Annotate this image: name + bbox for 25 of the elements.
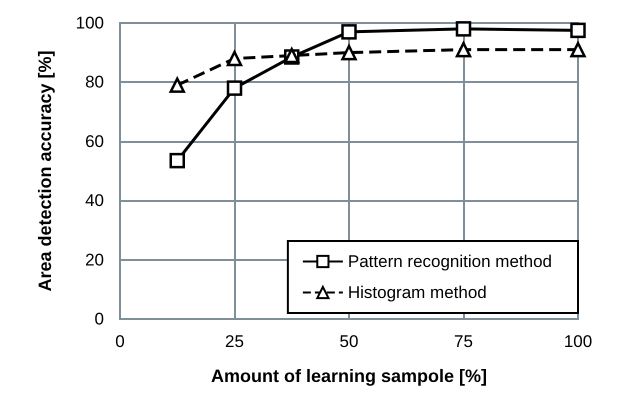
y-tick-label: 80: [85, 72, 104, 92]
x-axis-title: Amount of learning sampole [%]: [210, 366, 488, 386]
point: [341, 24, 357, 40]
point: [226, 50, 242, 66]
point: [226, 80, 242, 96]
point: [456, 42, 472, 58]
y-tick-label: 60: [85, 132, 104, 151]
legend-label: Pattern recognition method: [348, 252, 552, 271]
y-tick-label: 0: [94, 310, 104, 328]
x-tick-label: 75: [454, 332, 473, 351]
point: [570, 22, 586, 38]
point: [456, 21, 472, 37]
point: [170, 77, 185, 93]
point: [570, 42, 586, 58]
y-axis-title: Area detection accuracy [%]: [35, 50, 55, 292]
x-tick-label: 100: [564, 332, 592, 351]
legend-label: Histogram method: [348, 283, 487, 302]
point: [341, 44, 357, 60]
y-tick-label: 20: [85, 250, 104, 270]
x-tick-label: 0: [115, 332, 125, 351]
y-tick-label: 40: [85, 191, 104, 210]
x-tick-label: 25: [225, 332, 244, 351]
y-tick-label: 100: [76, 14, 104, 32]
x-tick-label: 50: [340, 332, 358, 351]
point: [170, 152, 185, 168]
